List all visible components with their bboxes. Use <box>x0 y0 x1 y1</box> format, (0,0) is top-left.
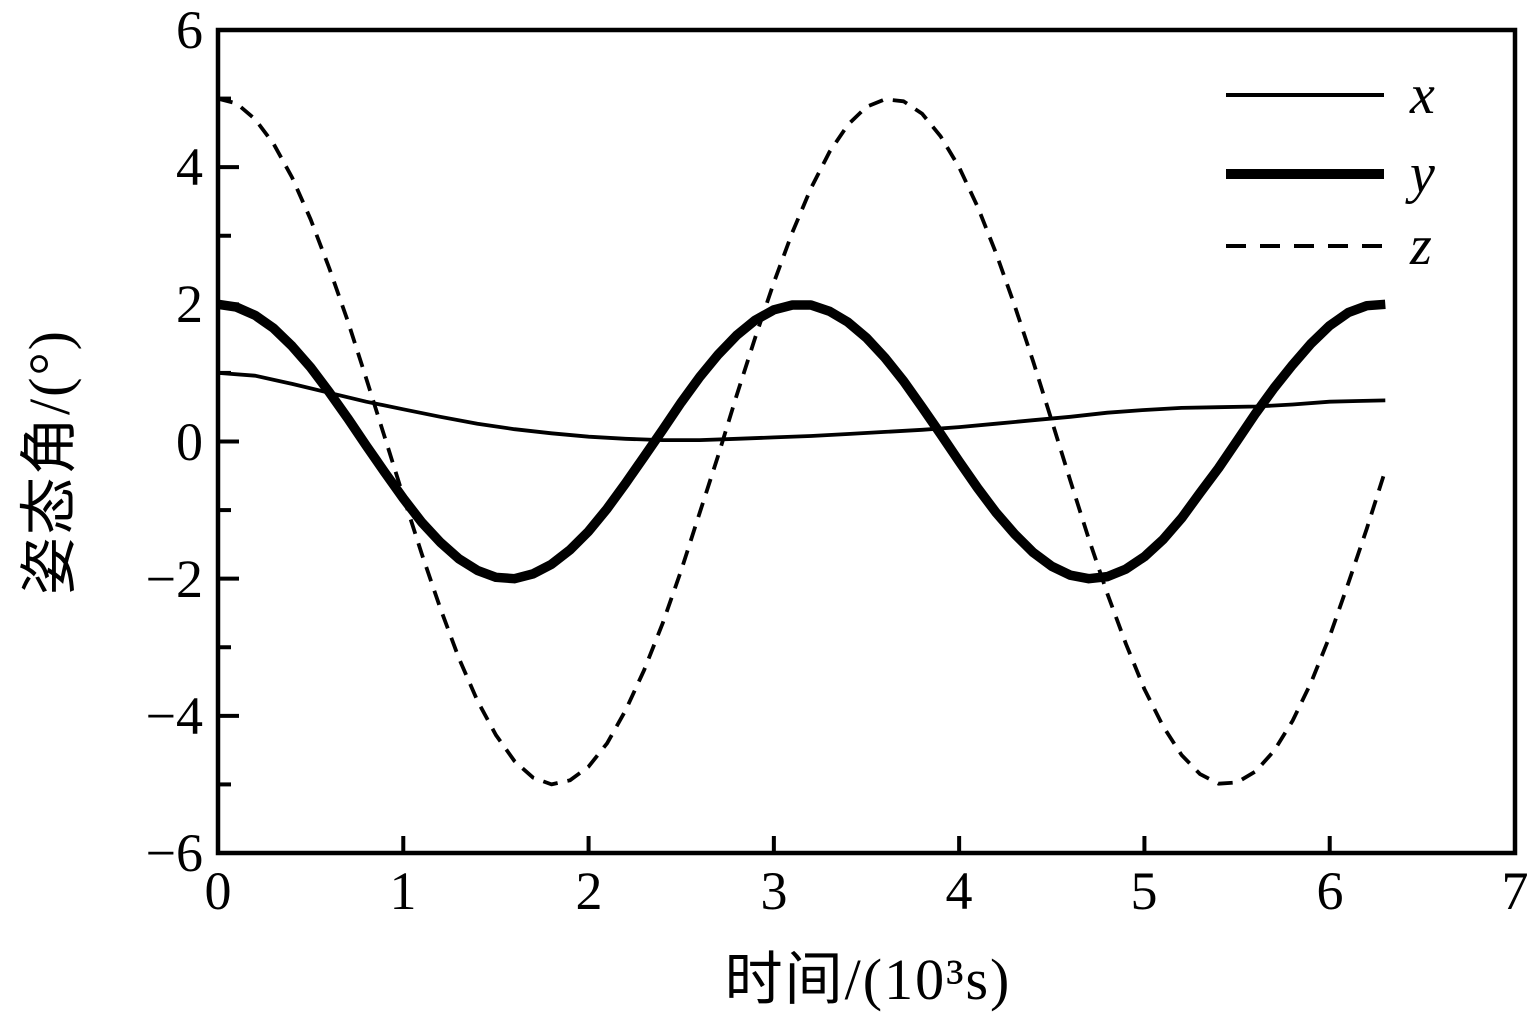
x-tick-label: 3 <box>760 861 788 921</box>
legend-sample-thin-line <box>1226 93 1384 97</box>
y-tick-label: 2 <box>176 274 203 334</box>
y-tick-label: −6 <box>145 823 203 883</box>
legend-label-x: x <box>1410 64 1435 126</box>
x-tick-label: 6 <box>1316 861 1344 921</box>
series-x-line <box>217 371 1386 443</box>
x-tick-label: 0 <box>204 861 232 921</box>
x-tick-label: 7 <box>1501 861 1527 921</box>
x-tick-label: 1 <box>389 861 417 921</box>
plot-frame <box>215 27 1518 856</box>
x-tick-label: 2 <box>575 861 603 921</box>
series-y-line <box>217 299 1386 584</box>
legend-item-z: z <box>1226 216 1526 276</box>
y-tick-label: 6 <box>176 0 203 60</box>
series-z-line <box>217 96 1388 787</box>
x-tick-label: 4 <box>945 861 973 921</box>
legend-item-x: x <box>1226 65 1526 125</box>
x-axis-label: 时间/(10³s) <box>724 947 1012 1012</box>
legend-label-z: z <box>1410 215 1432 277</box>
y-axis-label: 姿态角/(°) <box>17 329 82 595</box>
legend-sample-thick-line <box>1226 169 1384 179</box>
legend-label-y: y <box>1410 143 1435 205</box>
y-tick-label: 4 <box>176 137 203 197</box>
y-tick-label: −2 <box>145 549 203 609</box>
x-tick-label: 5 <box>1130 861 1158 921</box>
y-tick-label: −4 <box>145 686 203 746</box>
legend-item-y: y <box>1226 144 1526 204</box>
y-tick-label: 0 <box>176 412 203 472</box>
legend-sample-dashed-line <box>1226 244 1384 248</box>
